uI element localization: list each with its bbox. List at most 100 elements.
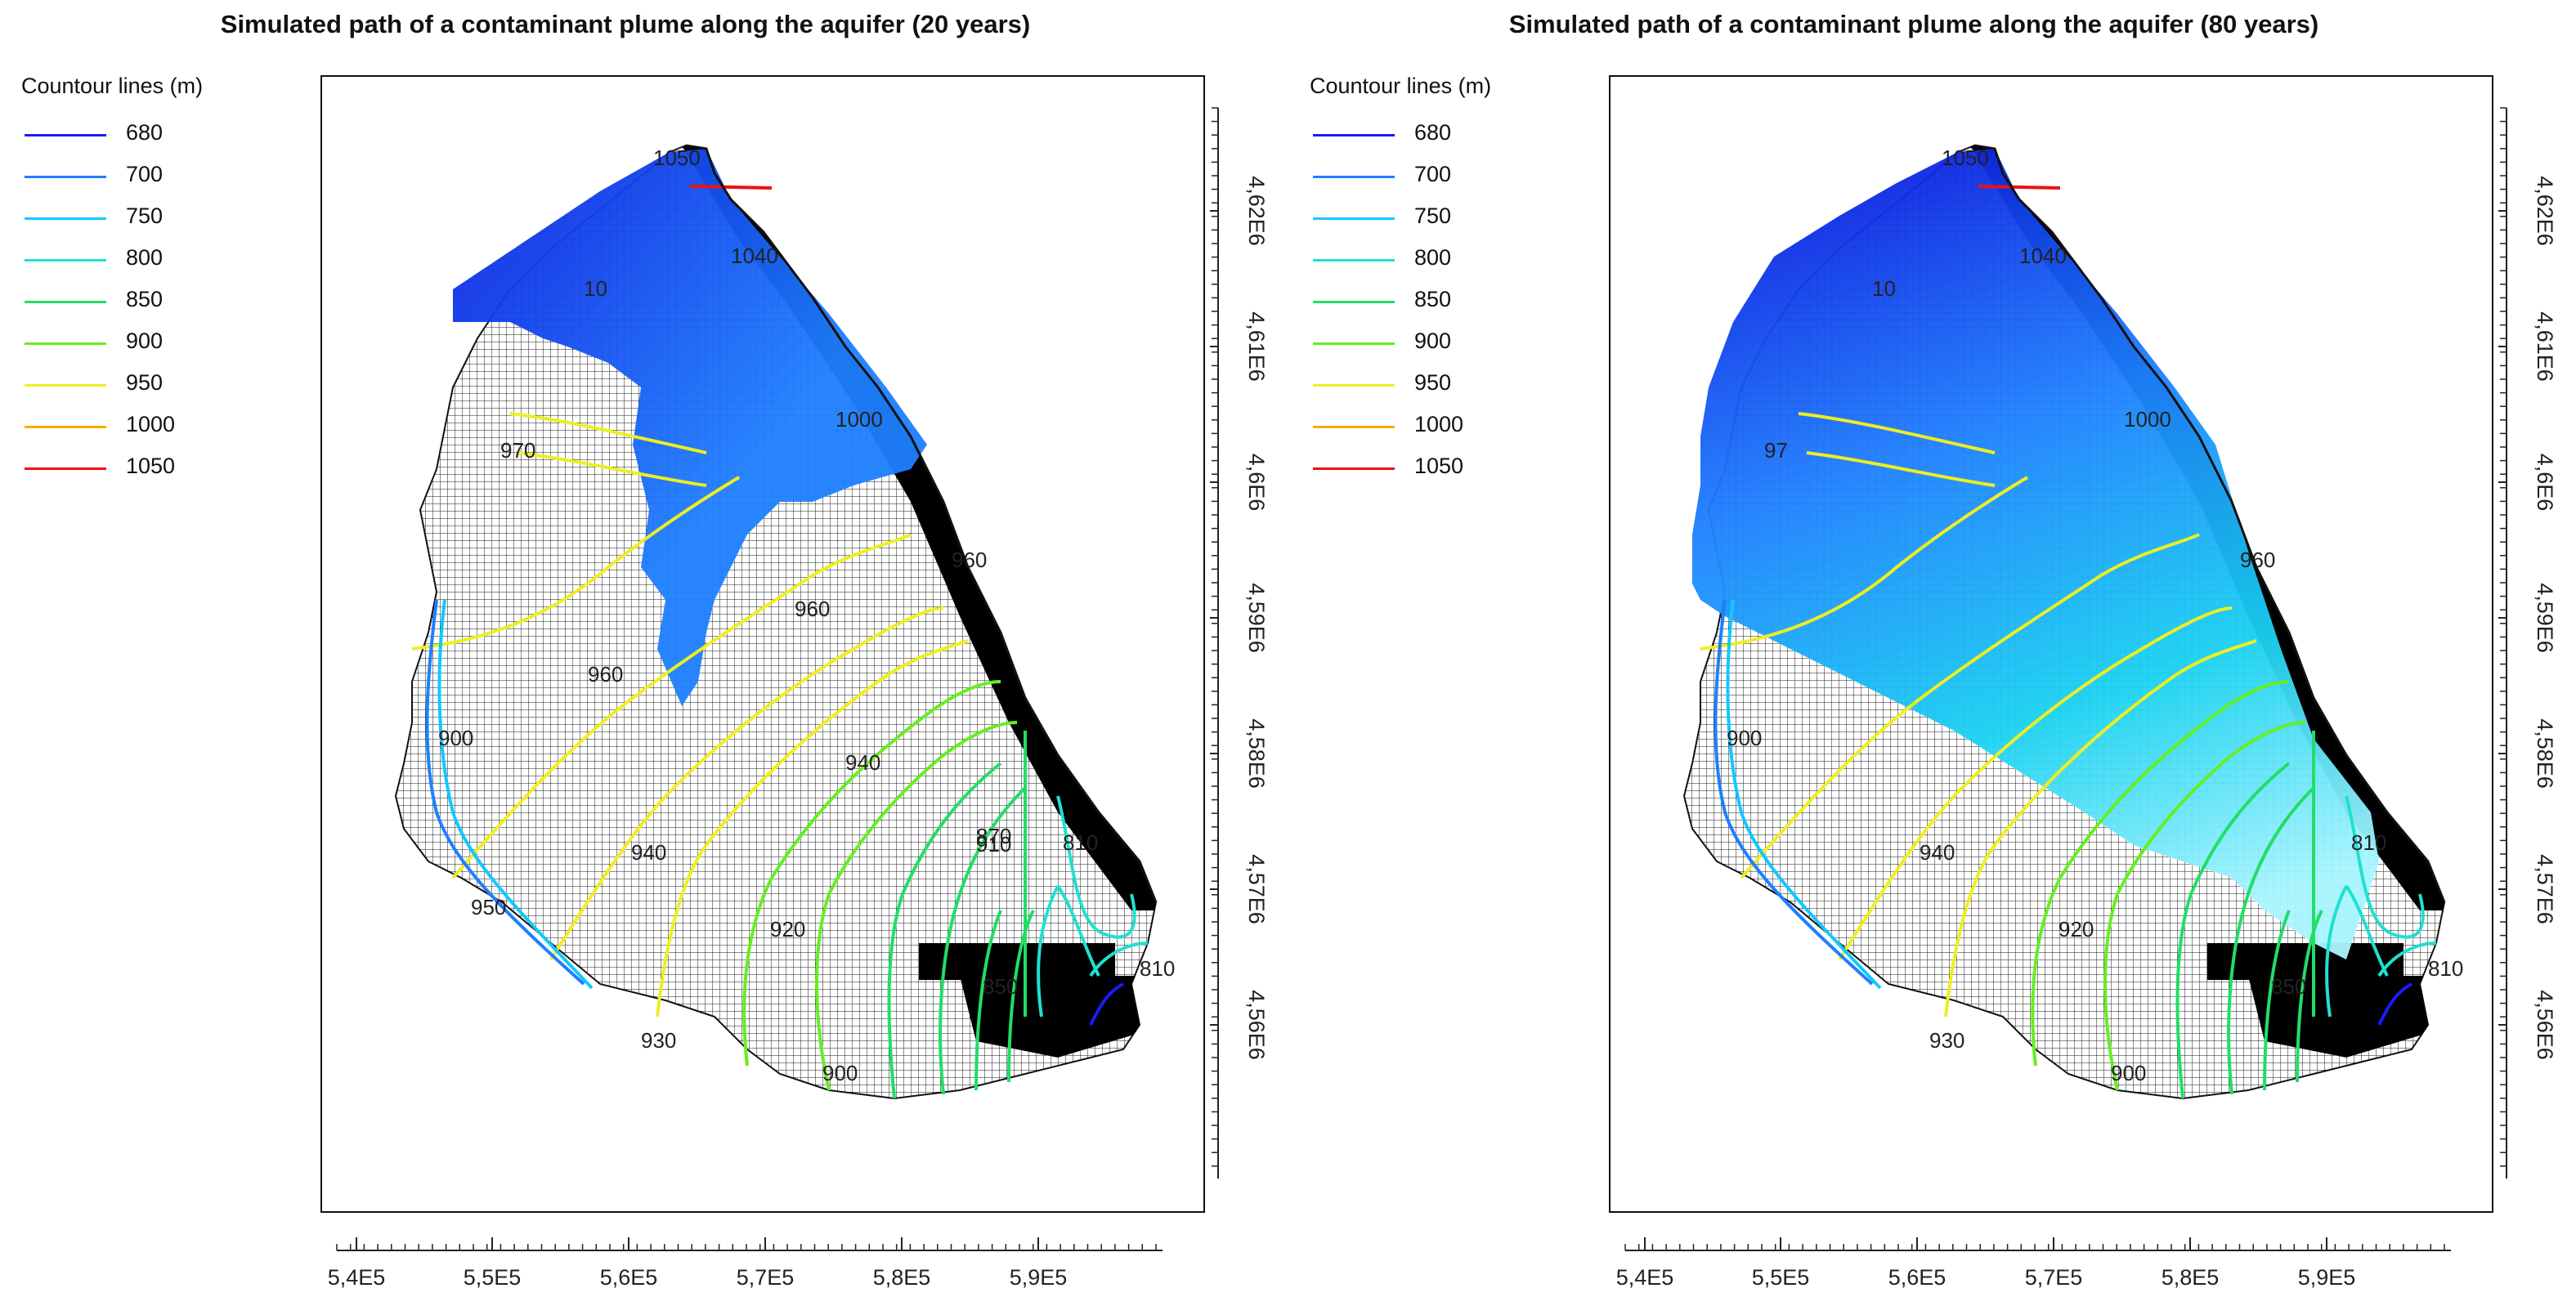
legend-swatch — [1313, 301, 1395, 303]
contour-label: 1000 — [836, 407, 883, 432]
legend-swatch — [25, 301, 106, 303]
contour-line — [425, 599, 585, 986]
legend-swatch — [1313, 467, 1395, 470]
aquifer-boundary — [1973, 144, 2446, 903]
contour-line — [451, 533, 912, 879]
contour-line — [689, 185, 773, 190]
contour-line — [1726, 599, 1882, 990]
legend-swatch — [25, 342, 106, 345]
contour-label: 900 — [438, 726, 473, 750]
legend-swatch — [25, 259, 106, 262]
contaminant-plume — [453, 149, 927, 706]
y-axis: 4,62E6 4,61E6 4,6E6 4,59E6 4,58E6 4,57E6 4,56E… — [2498, 107, 2557, 1179]
legend-label: 1000 — [126, 412, 176, 436]
contour-label: 930 — [641, 1028, 676, 1053]
legend-swatch — [25, 426, 106, 428]
legend-swatch — [25, 217, 106, 220]
contour-line — [2377, 941, 2437, 977]
contour-line — [1714, 599, 1874, 986]
legend-label: 850 — [126, 287, 164, 311]
y-tick-label: 4,57E6 — [1244, 854, 1269, 924]
contour-line — [2103, 721, 2306, 1091]
legend-swatch — [1313, 426, 1395, 428]
legend-label: 700 — [126, 162, 164, 186]
x-tick-label: 5,6E5 — [600, 1265, 658, 1290]
contour-label: 1000 — [2124, 407, 2171, 432]
legend-swatch — [1313, 134, 1395, 136]
contour-label: 930 — [1929, 1028, 1964, 1053]
y-tick-label: 4,57E6 — [2533, 854, 2557, 924]
x-tick-label: 5,5E5 — [1752, 1265, 1810, 1290]
legend-label: 950 — [126, 370, 164, 395]
legend-label: 1000 — [1414, 412, 1464, 436]
x-axis: 5,4E5 5,5E5 5,6E5 5,7E5 5,8E5 5,9E5 — [1616, 1237, 2451, 1290]
contour-line — [1700, 476, 2029, 651]
contour-line — [2296, 910, 2323, 1083]
map-frame[interactable]: 1050 1040 10 1000 97 960 900 940 810 920 850 930 900… — [1609, 75, 2493, 1213]
contour-label: 10 — [1872, 276, 1896, 301]
x-tick-label: 5,4E5 — [1616, 1265, 1674, 1290]
contour-label: 950 — [471, 895, 506, 919]
legend-label: 1050 — [126, 454, 176, 478]
contour-label: 1050 — [1942, 145, 1989, 170]
legend-swatch — [1313, 259, 1395, 262]
contour-line — [815, 721, 1018, 1091]
legend-label: 900 — [126, 329, 164, 353]
legend-label: 680 — [1414, 120, 1452, 145]
y-tick-label: 4,61E6 — [1244, 311, 1269, 382]
legend-swatch — [1313, 384, 1395, 387]
legend-label: 750 — [126, 204, 164, 228]
legend-swatch — [25, 467, 106, 470]
legend-label: 680 — [126, 120, 164, 145]
panel-title: Simulated path of a contaminant plume al… — [220, 10, 1031, 38]
contour-label: 810 — [1140, 956, 1175, 981]
contour-line — [1944, 639, 2257, 1018]
dense-mesh-outlet — [2248, 976, 2436, 1058]
contour-line — [2031, 680, 2290, 1067]
x-tick-label: 5,8E5 — [873, 1265, 931, 1290]
contour-label: 850 — [983, 974, 1018, 999]
contour-line — [1089, 941, 1149, 977]
y-tick-label: 4,62E6 — [1244, 176, 1269, 246]
legend-swatch — [25, 176, 106, 178]
contour-line — [1806, 451, 1996, 487]
dense-mesh-outlet — [960, 976, 1148, 1058]
contour-label: 940 — [1920, 840, 1955, 865]
y-axis: 4,62E6 4,61E6 4,6E6 4,59E6 4,58E6 4,57E6 4,56E… — [1210, 107, 1269, 1179]
contour-line — [2175, 762, 2291, 1099]
legend-swatch — [25, 384, 106, 387]
legend-swatch — [25, 134, 106, 136]
legend-swatch — [1313, 176, 1395, 178]
contour-line — [411, 476, 741, 651]
contour-line — [1007, 910, 1035, 1083]
contour-line — [1978, 185, 2061, 190]
legend-label: 850 — [1414, 287, 1452, 311]
contour-line — [2227, 786, 2315, 1095]
contour-line — [974, 910, 1002, 1091]
panel-20-years: Simulated path of a contaminant plume al… — [21, 10, 1269, 1290]
contour-label: 810 — [2351, 830, 2386, 855]
y-tick-label: 4,62E6 — [2533, 176, 2557, 246]
contour-label: 1040 — [2019, 244, 2067, 268]
panel-title: Simulated path of a contaminant plume al… — [1508, 10, 2319, 38]
contour-label: 900 — [822, 1061, 858, 1085]
contaminant-plume — [1692, 149, 2379, 959]
contour-label: 810 — [1063, 830, 1098, 855]
aquifer-boundary — [685, 144, 1158, 903]
y-tick-label: 4,61E6 — [2533, 311, 2557, 382]
legend-label: 1050 — [1414, 454, 1464, 478]
legend-swatch — [1313, 342, 1395, 345]
y-tick-label: 4,58E6 — [1244, 718, 1269, 789]
contour-line — [2263, 910, 2291, 1091]
x-tick-label: 5,5E5 — [464, 1265, 522, 1290]
map-frame[interactable]: 1050 1040 10 1000 970 960 960 960 900 940 940 910 87… — [320, 75, 1205, 1213]
y-tick-label: 4,6E6 — [1244, 454, 1269, 512]
contour-label: 970 — [500, 438, 535, 463]
contour-label: 1050 — [653, 145, 701, 170]
contour-label: 97 — [1764, 438, 1788, 463]
contour-label: 960 — [795, 597, 830, 621]
contour-label: 940 — [845, 750, 880, 775]
